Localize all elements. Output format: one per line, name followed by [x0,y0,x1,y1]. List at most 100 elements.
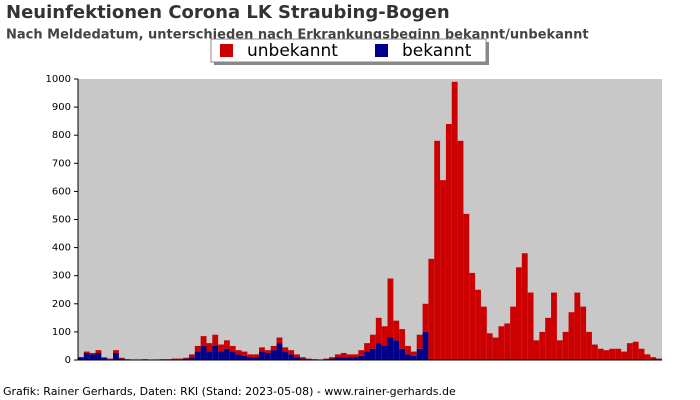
bar-segment [586,331,592,360]
bar-segment [183,357,189,359]
bar-segment [410,351,417,356]
bar-segment [364,351,370,360]
bar-segment [510,306,516,360]
bar-segment [294,357,300,360]
bar-segment [334,357,341,360]
bar-segment [609,348,616,360]
legend-label: bekannt [402,41,472,61]
y-tick-label: 100 [52,327,71,338]
bar-segment [282,347,289,352]
bar-segment [504,323,511,360]
bar-segment [212,334,219,346]
bar-segment [533,340,540,360]
bar-segment [334,354,341,358]
bar-segment [591,344,598,360]
bar-segment [352,357,359,360]
bar-segment [399,329,406,349]
bar-segment [253,357,260,360]
bar-segment [235,354,242,360]
bar-segment [95,352,102,360]
bar-segment [416,348,423,360]
chart-title: Neuinfektionen Corona LK Straubing-Bogen [6,2,450,23]
bar-segment [375,343,382,360]
bar-segment [405,345,411,355]
bar-segment [177,358,184,360]
bar-segment [638,348,645,360]
bar-segment [387,278,394,338]
bar-segment [241,355,248,360]
bar-segment [83,351,90,353]
bar-segment [381,345,388,360]
bar-segment [556,340,563,360]
bar-segment [218,351,224,360]
bar-segment [206,351,213,360]
bar-segment [224,348,230,360]
bar-segment [597,348,604,360]
bar-segment [346,357,353,360]
bar-segment [621,351,627,360]
bar-segment [358,350,365,356]
bar-segment [229,351,236,360]
bar-segment [562,331,569,360]
bar-segment [229,345,236,352]
bar-segment [551,292,557,360]
y-tick-label: 1000 [46,74,71,85]
bar-segment [188,354,195,358]
bar-segment [188,357,195,360]
bar-segment [346,354,353,358]
bar-segment [299,357,306,359]
bar-segment [276,337,283,344]
bar-segment [387,337,394,360]
legend [210,38,487,63]
bar-segment [194,351,201,360]
bar-segment [89,354,96,360]
bar-segment [89,352,96,355]
bar-segment [247,354,254,358]
bar-segment [218,344,224,352]
bar-segment [370,348,376,360]
bar-segment [422,331,429,360]
bar-segment [288,354,295,360]
bar-segment [299,358,306,360]
bar-segment [650,357,657,360]
bar-segment [113,350,119,353]
bar-segment [486,333,493,360]
bar-segment [498,326,505,360]
bar-segment [183,358,189,360]
bar-segment [206,343,213,352]
bar-segment [364,343,370,352]
bar-segment [329,358,335,360]
bar-segment [375,317,382,344]
bar-segment [259,347,265,352]
bar-segment [83,352,90,360]
bar-segment [241,351,248,356]
bar-segment [340,352,347,358]
bar-segment [422,303,429,332]
bar-segment [282,351,289,360]
bar-segment [445,123,452,361]
bar-segment [469,272,476,360]
bar-segment [107,358,114,360]
y-tick-label: 800 [52,130,71,141]
bar-segment [545,317,552,360]
y-tick-label: 600 [52,186,71,197]
bar-segment [323,358,330,360]
bar-segment [434,140,441,360]
bar-segment [247,357,254,360]
bar-segment [603,350,610,360]
y-tick-label: 300 [52,271,71,282]
bar-segment [428,258,435,360]
bar-segment [259,351,265,360]
bar-segment [527,292,534,360]
y-tick-label: 0 [65,355,71,366]
bar-segment [276,343,283,360]
bar-segment [492,337,499,360]
bar-segment [381,326,388,346]
bar-segment [656,358,662,360]
bar-segment [416,334,423,349]
bar-segment [370,334,376,349]
y-tick-label: 200 [52,299,71,310]
bar-segment [101,357,108,360]
footer: Grafik: Rainer Gerhards, Daten: RKI (Sta… [3,385,456,398]
bar-segment [78,357,84,360]
